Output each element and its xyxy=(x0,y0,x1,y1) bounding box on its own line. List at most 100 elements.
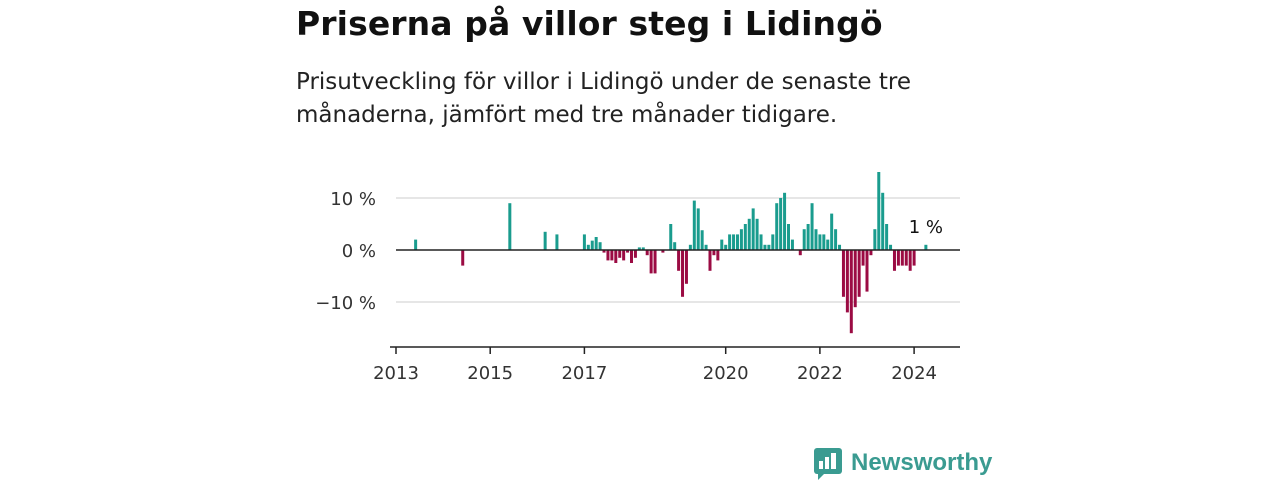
bar xyxy=(924,244,928,250)
bar xyxy=(849,250,853,334)
bar xyxy=(798,250,802,256)
bar xyxy=(696,208,700,250)
bar xyxy=(508,203,512,250)
x-tick-label: 2020 xyxy=(703,363,749,384)
bar xyxy=(728,234,732,250)
y-tick-label: 0 % xyxy=(342,241,376,262)
bar xyxy=(626,250,630,253)
bar xyxy=(841,250,845,297)
x-tick-label: 2013 xyxy=(373,363,419,384)
bar xyxy=(704,244,708,250)
bar xyxy=(904,250,908,266)
bar xyxy=(461,250,465,266)
bar xyxy=(838,244,842,250)
bar xyxy=(414,239,418,250)
bar xyxy=(826,239,830,250)
bar xyxy=(853,250,857,308)
brand-footer[interactable]: Newsworthy xyxy=(814,446,992,480)
bar xyxy=(822,234,826,250)
bar xyxy=(806,224,810,250)
bar xyxy=(747,218,751,250)
newsworthy-logo-icon xyxy=(814,448,842,480)
bar xyxy=(598,242,602,250)
bar xyxy=(610,250,614,261)
bar xyxy=(834,229,838,250)
bar xyxy=(669,224,673,250)
bar xyxy=(720,239,724,250)
bar xyxy=(743,224,747,250)
bar-chart: 10 % 0 % −10 % 2013 2015 2017 2020 2022 2024 1 % xyxy=(315,172,960,384)
bar xyxy=(759,234,763,250)
brand-name: Newsworthy xyxy=(851,449,993,476)
bar xyxy=(637,247,641,250)
bar xyxy=(724,244,728,250)
bar xyxy=(732,234,736,250)
bar xyxy=(787,224,790,250)
bar xyxy=(708,250,712,271)
bar xyxy=(590,240,594,250)
bar xyxy=(641,247,645,250)
bar xyxy=(857,250,861,297)
x-tick-label: 2024 xyxy=(891,363,937,384)
bar xyxy=(877,172,881,250)
chart-subtitle: Prisutveckling för villor i Lidingö unde… xyxy=(296,69,912,128)
x-tick-label: 2022 xyxy=(797,363,843,384)
bar xyxy=(645,250,649,256)
bar xyxy=(881,192,885,250)
bar xyxy=(661,250,665,253)
bar xyxy=(771,234,775,250)
bar xyxy=(649,250,653,274)
bar xyxy=(810,203,814,250)
bar xyxy=(861,250,865,266)
bar xyxy=(712,250,716,256)
latest-value-label: 1 % xyxy=(909,217,943,238)
bar xyxy=(716,250,720,261)
bar xyxy=(845,250,849,313)
bar xyxy=(869,250,873,256)
bar xyxy=(763,244,767,250)
bar xyxy=(630,250,633,263)
bar xyxy=(692,200,696,250)
bar xyxy=(755,218,759,250)
bar xyxy=(618,250,622,258)
bar xyxy=(602,250,606,253)
bar xyxy=(912,250,916,266)
bar xyxy=(555,234,559,250)
bar xyxy=(614,250,618,263)
bar xyxy=(885,224,889,250)
bar xyxy=(751,208,755,250)
bar xyxy=(739,229,743,250)
bar xyxy=(622,250,626,261)
bar xyxy=(681,250,685,297)
y-tick-label: 10 % xyxy=(330,189,376,210)
bar xyxy=(865,250,869,292)
bar xyxy=(900,250,904,266)
bar xyxy=(896,250,900,266)
bar xyxy=(783,192,787,250)
bar xyxy=(814,229,818,250)
x-tick-label: 2015 xyxy=(467,363,513,384)
x-tick-label: 2017 xyxy=(561,363,607,384)
bar xyxy=(775,203,779,250)
bar xyxy=(688,244,692,250)
bar xyxy=(543,231,547,250)
bar xyxy=(594,237,598,250)
bar xyxy=(735,234,739,250)
bar xyxy=(790,239,794,250)
y-tick-label: −10 % xyxy=(315,293,376,314)
bar xyxy=(802,229,806,250)
bar xyxy=(673,242,677,250)
bar xyxy=(653,250,657,274)
bar xyxy=(606,250,610,261)
bar xyxy=(892,250,896,271)
bar xyxy=(582,234,586,250)
bar xyxy=(818,234,822,250)
chart-title: Priserna på villor steg i Lidingö xyxy=(296,4,883,43)
bar xyxy=(586,244,590,250)
bar xyxy=(908,250,912,271)
bar xyxy=(677,250,681,271)
bar xyxy=(873,229,877,250)
bar xyxy=(684,250,688,284)
bar xyxy=(633,250,637,258)
bar xyxy=(779,198,783,250)
